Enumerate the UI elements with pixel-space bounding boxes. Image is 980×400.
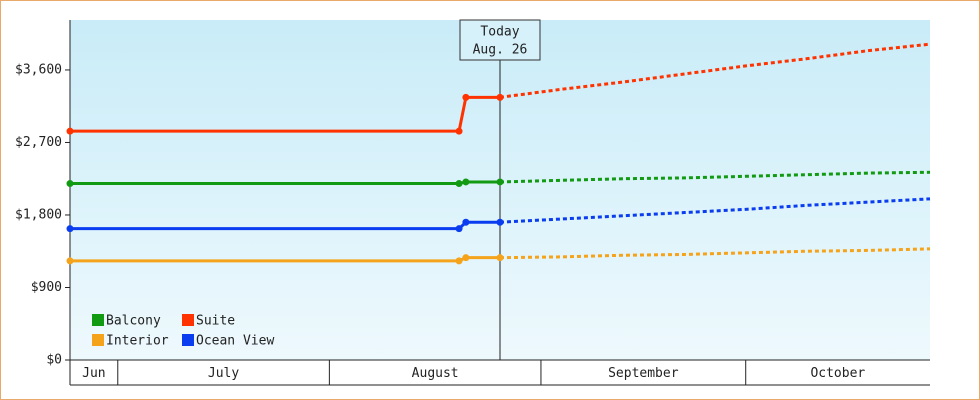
point — [496, 178, 504, 186]
point — [496, 218, 504, 226]
legend-swatch — [182, 314, 194, 326]
forecast-line — [499, 197, 931, 224]
today-box — [459, 19, 541, 61]
point — [66, 127, 74, 135]
y-tick-label: $1,800 — [15, 207, 62, 222]
point — [455, 127, 463, 135]
x-tick-label: July — [208, 366, 239, 381]
point — [462, 178, 470, 186]
today-label: Aug. 26 — [473, 43, 528, 58]
legend-label: Ocean View — [196, 334, 274, 349]
point — [455, 180, 463, 188]
forecast-line — [499, 247, 931, 260]
x-tick-label: September — [608, 366, 679, 381]
forecast-line — [499, 170, 931, 184]
forecast-line — [499, 42, 931, 99]
legend-swatch — [92, 334, 104, 346]
y-tick-label: $2,700 — [15, 135, 62, 150]
point — [496, 254, 504, 262]
y-tick-label: $3,600 — [15, 62, 62, 77]
series-line — [70, 180, 500, 186]
series-line — [70, 95, 500, 133]
legend-label: Suite — [196, 314, 235, 329]
point — [462, 218, 470, 226]
series-line — [70, 220, 500, 231]
point — [66, 180, 74, 188]
legend-label: Balcony — [106, 314, 161, 329]
x-tick-label: Jun — [82, 366, 105, 381]
legend-label: Interior — [106, 334, 169, 349]
legend-swatch — [92, 314, 104, 326]
point — [455, 257, 463, 265]
point — [462, 93, 470, 101]
series-line — [70, 256, 500, 263]
point — [462, 254, 470, 262]
today-label: Today — [480, 25, 519, 40]
legend-swatch — [182, 334, 194, 346]
point — [66, 257, 74, 265]
x-tick-label: October — [810, 366, 865, 381]
point — [455, 225, 463, 233]
x-tick-label: August — [412, 366, 459, 381]
point — [66, 225, 74, 233]
point — [496, 93, 504, 101]
y-tick-label: $900 — [31, 280, 62, 295]
y-tick-label: $0 — [46, 353, 62, 368]
